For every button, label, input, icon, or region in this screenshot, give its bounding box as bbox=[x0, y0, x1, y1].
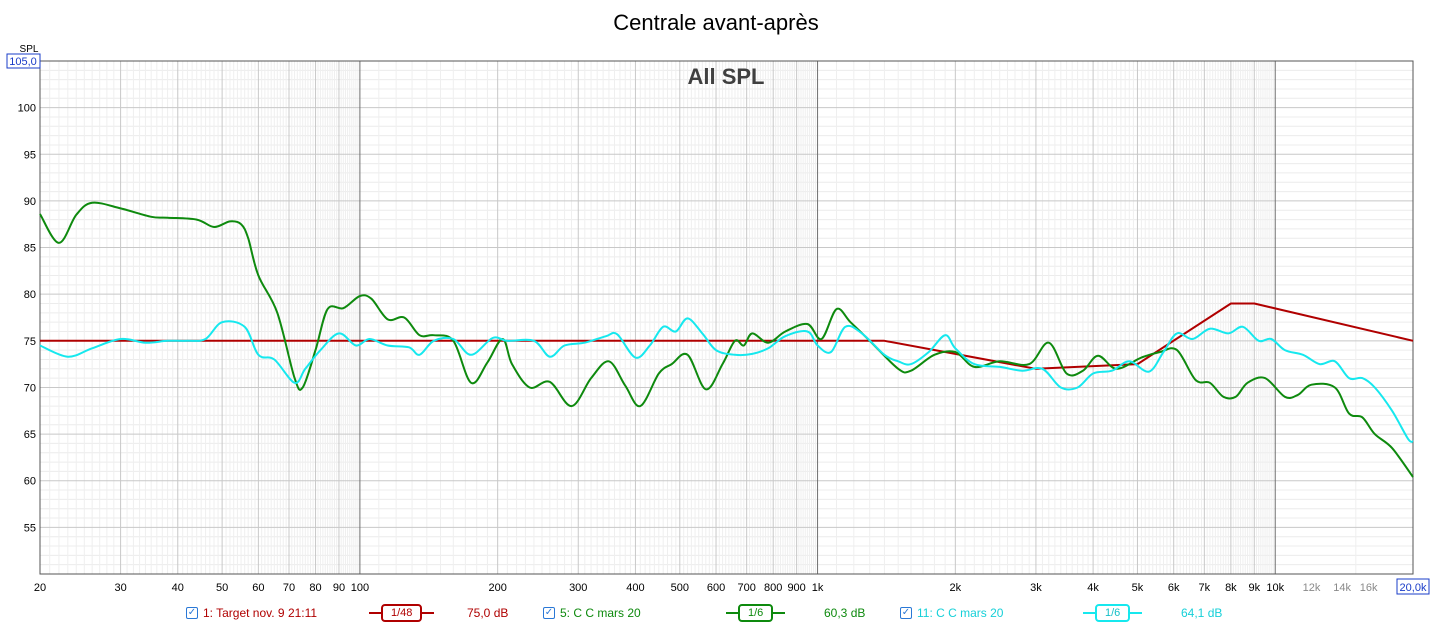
x-tick-label: 1k bbox=[812, 582, 824, 594]
smoothing-value-cc-mars-11: 1/6 bbox=[1095, 604, 1131, 622]
x-tick-label: 800 bbox=[764, 582, 782, 594]
legend-label-cc-mars-11: 11: C C mars 20 bbox=[917, 606, 1004, 620]
major-gridlines bbox=[40, 61, 1413, 574]
series-line-3 bbox=[39, 317, 1414, 443]
x-tick-label: 400 bbox=[626, 582, 644, 594]
x-tick-label: 6k bbox=[1168, 582, 1180, 594]
x-tick-label: 9k bbox=[1248, 582, 1260, 594]
x-tick-label: 7k bbox=[1199, 582, 1211, 594]
checkbox-icon[interactable]: ✓ bbox=[186, 607, 198, 619]
x-tick-label: 200 bbox=[488, 582, 506, 594]
x-tick-label: 16k bbox=[1360, 582, 1378, 594]
y-tick-label: 65 bbox=[24, 429, 36, 441]
smoothing-control-cc-mars-5[interactable]: 1/6 bbox=[726, 604, 786, 622]
legend-label-target: 1: Target nov. 9 21:11 bbox=[203, 606, 318, 620]
y-tick-label: 85 bbox=[24, 243, 36, 255]
x-tick-label: 50 bbox=[216, 582, 228, 594]
y-tick-label: 95 bbox=[24, 149, 36, 161]
x-tick-label: 5k bbox=[1132, 582, 1144, 594]
y-tick-label: 60 bbox=[24, 476, 36, 488]
x-tick-label: 500 bbox=[671, 582, 689, 594]
series-line-1 bbox=[40, 302, 1414, 370]
checkbox-icon[interactable]: ✓ bbox=[543, 607, 555, 619]
x-tick-label: 90 bbox=[333, 582, 345, 594]
legend-item-cc-mars-5[interactable]: ✓ 5: C C mars 20 bbox=[543, 604, 641, 622]
x-tick-label: 70 bbox=[283, 582, 295, 594]
x-tick-label: 600 bbox=[707, 582, 725, 594]
plot-area-border bbox=[39, 60, 1414, 575]
y-top-value-box[interactable] bbox=[6, 53, 41, 69]
y-tick-label: 100 bbox=[18, 103, 36, 115]
x-tick-label: 60 bbox=[252, 582, 264, 594]
legend-item-target[interactable]: ✓ 1: Target nov. 9 21:11 bbox=[186, 604, 317, 622]
x-tick-label: 900 bbox=[787, 582, 805, 594]
chart-title: Centrale avant-après bbox=[613, 10, 818, 35]
checkbox-icon[interactable]: ✓ bbox=[900, 607, 912, 619]
x-tick-label: 700 bbox=[737, 582, 755, 594]
y-tick-label: 70 bbox=[24, 382, 36, 394]
legend-label-cc-mars-5: 5: C C mars 20 bbox=[560, 606, 641, 620]
x-axis-ticks: 20 30 40 50 60 70 80 90 100 200 300 400 500 600 700 800… bbox=[34, 582, 1378, 594]
y-tick-label: 80 bbox=[24, 289, 36, 301]
y-tick-label: 75 bbox=[24, 336, 36, 348]
x-tick-label: 12k bbox=[1303, 582, 1321, 594]
x-right-value: 20,0k bbox=[1400, 582, 1427, 594]
x-tick-label: 2k bbox=[950, 582, 962, 594]
series-lines bbox=[39, 201, 1414, 478]
y-axis-label: SPL bbox=[20, 44, 39, 55]
level-cc-mars-11: 64,1 dB bbox=[1181, 606, 1223, 620]
y-axis-ticks: 55 60 65 70 75 80 85 90 95 100 bbox=[18, 103, 36, 535]
minor-gridlines bbox=[40, 61, 1413, 574]
smoothing-value-cc-mars-5: 1/6 bbox=[738, 604, 774, 622]
smoothing-control-target[interactable]: 1/48 bbox=[369, 604, 435, 622]
level-target: 75,0 dB bbox=[467, 606, 509, 620]
y-tick-label: 55 bbox=[24, 522, 36, 534]
x-tick-label: 10k bbox=[1266, 582, 1284, 594]
x-tick-label: 100 bbox=[351, 582, 369, 594]
frequency-response-chart: Centrale avant-après 55 60 65 70 75 80 85 90 95 1… bbox=[6, 10, 1430, 595]
x-tick-label: 300 bbox=[569, 582, 587, 594]
x-tick-label: 4k bbox=[1087, 582, 1099, 594]
x-tick-label: 20 bbox=[34, 582, 46, 594]
smoothing-control-cc-mars-11[interactable]: 1/6 bbox=[1083, 604, 1143, 622]
x-tick-label: 8k bbox=[1225, 582, 1237, 594]
x-tick-label: 30 bbox=[114, 582, 126, 594]
level-cc-mars-5: 60,3 dB bbox=[824, 606, 866, 620]
overlay-label: All SPL bbox=[687, 64, 764, 89]
y-tick-label: 90 bbox=[24, 196, 36, 208]
smoothing-value-target: 1/48 bbox=[381, 604, 423, 622]
x-tick-label: 80 bbox=[309, 582, 321, 594]
x-right-value-box[interactable] bbox=[1396, 578, 1430, 595]
x-tick-label: 3k bbox=[1030, 582, 1042, 594]
x-tick-label: 40 bbox=[172, 582, 184, 594]
y-top-value: 105,0 bbox=[9, 56, 37, 68]
series-line-2 bbox=[39, 201, 1414, 478]
x-tick-label: 14k bbox=[1333, 582, 1351, 594]
legend-item-cc-mars-11[interactable]: ✓ 11: C C mars 20 bbox=[900, 604, 1003, 622]
